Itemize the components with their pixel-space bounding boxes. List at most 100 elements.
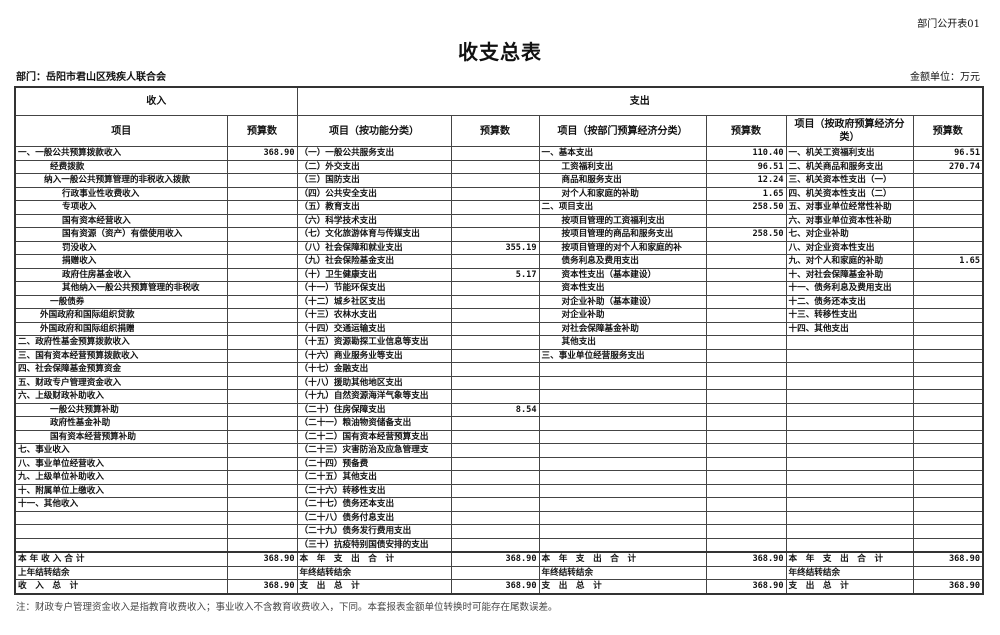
dept-item: 资本性支出（基本建设） bbox=[538, 267, 707, 282]
dept-value bbox=[705, 308, 787, 323]
dept-item bbox=[538, 443, 707, 458]
dept-value bbox=[705, 416, 787, 431]
table-row: 四、社会保障基金预算资金 （十七）金融支出 bbox=[14, 362, 984, 377]
dept-value bbox=[705, 497, 787, 512]
income-item: 九、上级单位补助收入 bbox=[14, 470, 228, 485]
functional-item: （十五）资源勘探工业信息等支出 bbox=[296, 335, 452, 350]
dept-value bbox=[705, 470, 787, 485]
table-row: 二、政府性基金预算拨款收入 （十五）资源勘探工业信息等支出 其他支出 bbox=[14, 335, 984, 350]
functional-value bbox=[450, 389, 540, 404]
income-value bbox=[226, 213, 298, 228]
dept-value bbox=[705, 321, 787, 336]
dept-value bbox=[705, 483, 787, 498]
gov-item bbox=[785, 537, 914, 553]
table-row: 一般公共预算补助 （二十）住房保障支出 8.54 bbox=[14, 402, 984, 417]
gov-item bbox=[785, 335, 914, 350]
functional-item: （十八）援助其他地区支出 bbox=[296, 375, 452, 390]
dept-value bbox=[705, 456, 787, 471]
functional-value bbox=[450, 281, 540, 296]
gov-value bbox=[912, 510, 984, 525]
table-row: 八、事业单位经营收入 （二十四）预备费 bbox=[14, 456, 984, 471]
income-value bbox=[226, 308, 298, 323]
functional-item: （六）科学技术支出 bbox=[296, 213, 452, 228]
functional-value bbox=[450, 213, 540, 228]
income-value bbox=[226, 524, 298, 539]
gov-item: 十四、其他支出 bbox=[785, 321, 914, 336]
income-value bbox=[226, 267, 298, 282]
income-item: 外国政府和国际组织贷款 bbox=[14, 308, 228, 323]
dept-value: 110.40 bbox=[705, 146, 787, 161]
summary-income-value bbox=[226, 565, 298, 580]
income-item: 罚没收入 bbox=[14, 240, 228, 255]
gov-value bbox=[912, 335, 984, 350]
table-row: 外国政府和国际组织捐赠 （十四）交通运输支出 对社会保障基金补助 十四、其他支出 bbox=[14, 321, 984, 336]
income-value bbox=[226, 443, 298, 458]
gov-value bbox=[912, 173, 984, 188]
dept-item bbox=[538, 429, 707, 444]
table-row: 经费拨款 （二）外交支出 工资福利支出 96.51 二、机关商品和服务支出 270.74 bbox=[14, 159, 984, 174]
income-value bbox=[226, 227, 298, 242]
table-row: 六、上级财政补助收入 （十九）自然资源海洋气象等支出 bbox=[14, 389, 984, 404]
functional-value bbox=[450, 200, 540, 215]
gov-item bbox=[785, 348, 914, 363]
summary-expense-value bbox=[450, 565, 540, 580]
summary-row: 收 入 总 计 368.90 支 出 总 计 368.90 支 出 总 计 368.90 支… bbox=[14, 579, 984, 594]
income-item: 国有资源（资产）有偿使用收入 bbox=[14, 227, 228, 242]
functional-value bbox=[450, 416, 540, 431]
summary-expense-value: 368.90 bbox=[705, 579, 787, 594]
income-value bbox=[226, 470, 298, 485]
income-item: 十一、其他收入 bbox=[14, 497, 228, 512]
dept-item: 对企业补助 bbox=[538, 308, 707, 323]
table-row: 一般债券 （十二）城乡社区支出 对企业补助（基本建设） 十二、债务还本支出 bbox=[14, 294, 984, 309]
summary-income-value: 368.90 bbox=[226, 579, 298, 594]
dept-item: 资本性支出 bbox=[538, 281, 707, 296]
summary-income-label: 收 入 总 计 bbox=[14, 579, 228, 594]
functional-item: （十三）农林水支出 bbox=[296, 308, 452, 323]
functional-value bbox=[450, 348, 540, 363]
dept-value bbox=[705, 375, 787, 390]
dept-item bbox=[538, 524, 707, 539]
income-item: 七、事业收入 bbox=[14, 443, 228, 458]
gov-value bbox=[912, 524, 984, 539]
gov-value bbox=[912, 375, 984, 390]
gov-value bbox=[912, 429, 984, 444]
gov-item: 七、对企业补助 bbox=[785, 227, 914, 242]
income-item: 外国政府和国际组织捐赠 bbox=[14, 321, 228, 336]
gov-value bbox=[912, 348, 984, 363]
income-value bbox=[226, 362, 298, 377]
income-value bbox=[226, 159, 298, 174]
table-row: 外国政府和国际组织贷款 （十三）农林水支出 对企业补助 十三、转移性支出 bbox=[14, 308, 984, 323]
summary-expense-value: 368.90 bbox=[705, 551, 787, 567]
income-value: 368.90 bbox=[226, 146, 298, 161]
income-item: 捐赠收入 bbox=[14, 254, 228, 269]
summary-expense-label: 支 出 总 计 bbox=[538, 579, 707, 594]
functional-value bbox=[450, 456, 540, 471]
income-value bbox=[226, 375, 298, 390]
gov-item: 十一、债务利息及费用支出 bbox=[785, 281, 914, 296]
functional-value bbox=[450, 375, 540, 390]
dept-item: 按项目管理的商品和服务支出 bbox=[538, 227, 707, 242]
functional-value bbox=[450, 227, 540, 242]
functional-value: 5.17 bbox=[450, 267, 540, 282]
gov-value bbox=[912, 416, 984, 431]
income-value bbox=[226, 416, 298, 431]
footnote: 注：财政专户管理资金收入是指教育收费收入；事业收入不含教育收费收入，下同。本套报… bbox=[16, 602, 558, 613]
income-item: 六、上级财政补助收入 bbox=[14, 389, 228, 404]
gov-item: 十二、债务还本支出 bbox=[785, 294, 914, 309]
gov-item bbox=[785, 375, 914, 390]
gov-item: 一、机关工资福利支出 bbox=[785, 146, 914, 161]
dept-value: 258.50 bbox=[705, 200, 787, 215]
functional-item: （十四）交通运输支出 bbox=[296, 321, 452, 336]
table-row: 专项收入 （五）教育支出 二、项目支出 258.50 五、对事业单位经常性补助 bbox=[14, 200, 984, 215]
income-value bbox=[226, 402, 298, 417]
dept-value bbox=[705, 537, 787, 553]
gov-value bbox=[912, 470, 984, 485]
income-item: 国有资本经营收入 bbox=[14, 213, 228, 228]
table-row: 五、财政专户管理资金收入 （十八）援助其他地区支出 bbox=[14, 375, 984, 390]
dept-item bbox=[538, 483, 707, 498]
summary-expense-value: 368.90 bbox=[450, 579, 540, 594]
gov-budget-header: 预算数 bbox=[912, 115, 984, 147]
dept-item: 对社会保障基金补助 bbox=[538, 321, 707, 336]
income-item-header: 项目 bbox=[14, 115, 228, 147]
dept-item: 商品和服务支出 bbox=[538, 173, 707, 188]
